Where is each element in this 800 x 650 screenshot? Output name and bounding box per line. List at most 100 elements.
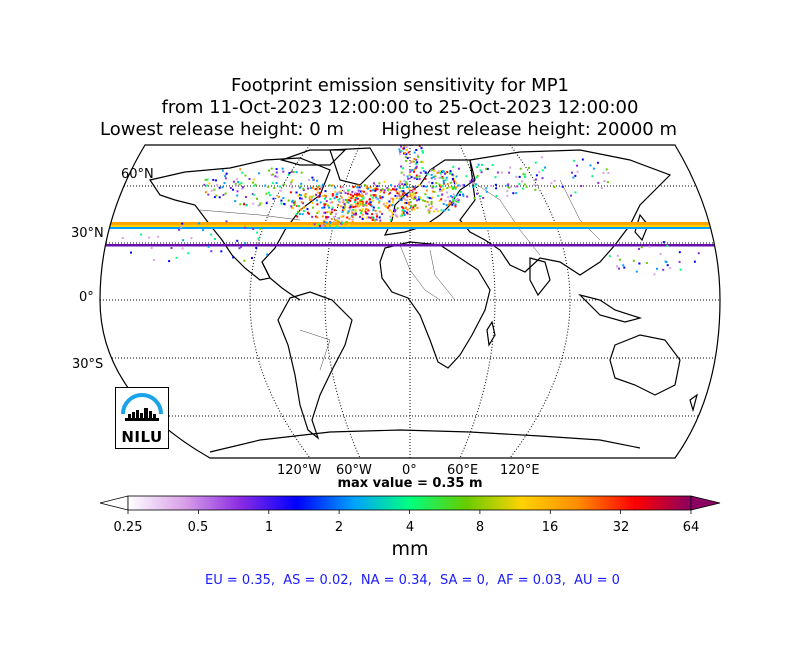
sensitivity-point: [321, 195, 324, 198]
sensitivity-point: [618, 258, 621, 261]
sensitivity-point: [364, 209, 367, 212]
sensitivity-point: [347, 210, 350, 213]
sensitivity-point: [316, 203, 319, 206]
sensitivity-point: [589, 164, 592, 167]
sensitivity-point: [638, 262, 641, 265]
sensitivity-point: [400, 150, 403, 153]
sensitivity-point: [394, 185, 397, 188]
sensitivity-point: [252, 178, 255, 181]
sensitivity-point: [218, 196, 221, 199]
sensitivity-point: [433, 177, 436, 180]
sensitivity-point: [384, 205, 387, 207]
sensitivity-point: [442, 203, 445, 205]
sensitivity-point: [315, 193, 317, 196]
sensitivity-bands: [100, 222, 720, 247]
sensitivity-point: [553, 186, 556, 188]
sensitivity-point: [391, 214, 394, 217]
sensitivity-point: [378, 201, 381, 204]
sensitivity-point: [258, 203, 261, 206]
sensitivity-point: [364, 210, 367, 213]
sensitivity-point: [373, 194, 376, 197]
sensitivity-point: [538, 170, 541, 173]
sensitivity-point: [389, 215, 392, 218]
sensitivity-point: [445, 204, 448, 207]
sensitivity-point: [311, 215, 314, 218]
sensitivity-point: [340, 196, 343, 199]
sensitivity-point: [306, 211, 309, 214]
sensitivity-point: [388, 193, 390, 195]
sensitivity-point: [523, 183, 526, 186]
sensitivity-point: [416, 174, 418, 177]
sensitivity-point: [181, 222, 184, 225]
sensitivity-point: [270, 167, 273, 170]
sensitivity-point: [390, 184, 393, 187]
sensitivity-point: [524, 175, 526, 178]
sensitivity-point: [345, 199, 348, 202]
sensitivity-point: [244, 242, 247, 245]
sensitivity-point: [415, 149, 418, 151]
sensitivity-point: [406, 175, 409, 178]
sensitivity-point: [438, 199, 441, 202]
sensitivity-point: [248, 178, 251, 180]
sensitivity-point: [479, 195, 482, 198]
sensitivity-point: [405, 146, 408, 149]
sensitivity-point: [352, 208, 355, 211]
sensitivity-point: [415, 191, 418, 194]
sensitivity-point: [270, 174, 273, 177]
sensitivity-point: [336, 217, 339, 220]
sensitivity-point: [359, 209, 361, 212]
sensitivity-point: [415, 158, 418, 161]
sensitivity-point: [412, 206, 415, 209]
sensitivity-point: [225, 220, 228, 223]
sensitivity-point: [416, 199, 418, 202]
sensitivity-point: [362, 204, 365, 207]
sensitivity-point: [394, 194, 397, 197]
sensitivity-point: [482, 197, 485, 199]
sensitivity-point: [459, 193, 461, 196]
sensitivity-point: [424, 171, 427, 174]
sensitivity-point: [678, 251, 681, 254]
sensitivity-point: [311, 186, 314, 189]
sensitivity-point: [318, 224, 321, 227]
sensitivity-point: [357, 189, 360, 192]
sensitivity-point: [280, 202, 283, 205]
sensitivity-point: [622, 264, 625, 267]
sensitivity-point: [395, 189, 398, 192]
sensitivity-point: [361, 216, 364, 219]
sensitivity-point: [381, 196, 384, 199]
sensitivity-point: [394, 213, 397, 216]
sensitivity-point: [412, 189, 415, 192]
sensitivity-point: [328, 210, 331, 213]
sensitivity-point: [576, 170, 579, 173]
sensitivity-point: [360, 199, 363, 202]
sensitivity-point: [340, 215, 343, 218]
sensitivity-point: [403, 214, 406, 216]
sensitivity-point: [410, 197, 413, 200]
sensitivity-point: [358, 191, 361, 194]
sensitivity-point: [341, 186, 344, 188]
sensitivity-point: [318, 187, 321, 190]
sensitivity-point: [334, 219, 337, 222]
sensitivity-point: [514, 185, 517, 188]
sensitivity-point: [442, 180, 445, 182]
sensitivity-point: [232, 188, 234, 191]
sensitivity-point: [252, 202, 255, 205]
sensitivity-point: [224, 192, 227, 195]
sensitivity-point: [430, 203, 433, 205]
sensitivity-point: [362, 197, 365, 200]
sensitivity-point: [244, 174, 247, 177]
sensitivity-point: [405, 181, 408, 184]
sensitivity-point: [379, 219, 382, 222]
sensitivity-point: [255, 246, 258, 249]
sensitivity-point: [267, 191, 270, 194]
sensitivity-point: [435, 208, 438, 211]
sensitivity-point: [260, 202, 263, 205]
sensitivity-point: [453, 186, 456, 189]
sensitivity-point: [363, 190, 365, 193]
sensitivity-point: [365, 204, 368, 207]
map-title-line1: Footprint emission sensitivity for MP1: [230, 75, 569, 96]
sensitivity-point: [300, 201, 303, 204]
sensitivity-point: [428, 197, 431, 199]
sensitivity-point: [446, 183, 449, 186]
sensitivity-point: [521, 180, 523, 183]
